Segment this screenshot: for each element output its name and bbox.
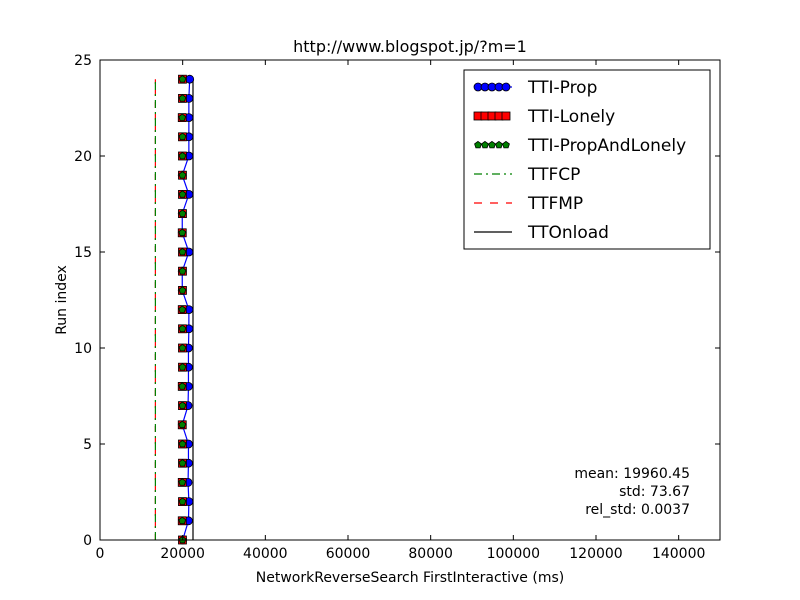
- y-tick-label: 10: [74, 341, 92, 357]
- stats-mean: mean: 19960.45: [574, 466, 690, 482]
- chart-title: http://www.blogspot.jp/?m=1: [293, 37, 527, 56]
- x-tick-label: 80000: [408, 546, 453, 562]
- data-point-tti-propandlonely: [178, 113, 187, 121]
- data-point-tti-propandlonely: [178, 228, 187, 237]
- data-point-tti-propandlonely: [178, 305, 187, 313]
- legend-marker: [495, 140, 503, 149]
- legend-marker: [502, 140, 510, 149]
- data-point-tti-propandlonely: [178, 343, 187, 352]
- legend-marker: [501, 82, 511, 92]
- y-tick-label: 15: [74, 245, 92, 261]
- legend-box: [463, 69, 711, 250]
- x-axis-label: NetworkReverseSearch FirstInteractive (m…: [256, 570, 564, 586]
- data-point-tti-propandlonely: [178, 209, 187, 217]
- y-axis: 0 5 10 15 20 25: [74, 53, 720, 549]
- x-tick-label: 0: [96, 546, 105, 562]
- x-axis: 0 20000 40000 60000 80000 100000 120000 140000: [96, 60, 705, 562]
- data-point-tti-propandlonely: [178, 324, 187, 333]
- legend-item-ttfcp: TTFCP: [474, 165, 580, 185]
- legend-marker: [481, 140, 489, 149]
- stats-rel-std: rel_std: 0.0037: [585, 502, 690, 518]
- legend-item-tti-lonely: TTI-Lonely: [473, 107, 615, 127]
- data-point-tti-propandlonely: [178, 439, 187, 448]
- data-point-tti-propandlonely: [178, 363, 187, 371]
- legend-item-ttfmp: TTFMP: [474, 194, 583, 214]
- legend-label: TTOnload: [527, 223, 609, 243]
- legend-marker: [501, 111, 511, 121]
- y-tick-label: 25: [74, 53, 92, 69]
- legend-label: TTI-Lonely: [527, 107, 615, 127]
- legend-item-ttonload: TTOnload: [474, 223, 609, 243]
- data-point-tti-prop: [185, 74, 195, 84]
- x-tick-label: 120000: [569, 546, 622, 562]
- legend-marker: [488, 140, 496, 149]
- x-tick-label: 60000: [326, 546, 371, 562]
- data-point-tti-propandlonely: [178, 132, 187, 141]
- data-point-tti-propandlonely: [178, 247, 187, 256]
- y-axis-label: Run index: [54, 265, 70, 335]
- series-tti-propandlonely: [178, 75, 187, 544]
- legend-label: TTI-Prop: [527, 78, 597, 98]
- data-point-tti-propandlonely: [178, 459, 187, 467]
- x-tick-label: 20000: [160, 546, 205, 562]
- data-point-tti-propandlonely: [178, 151, 187, 160]
- y-tick-label: 0: [83, 533, 92, 549]
- data-point-tti-propandlonely: [178, 401, 187, 409]
- data-point-tti-propandlonely: [178, 516, 187, 525]
- x-tick-label: 100000: [487, 546, 540, 562]
- data-point-tti-propandlonely: [178, 190, 187, 198]
- data-point-tti-propandlonely: [178, 478, 187, 486]
- plot-frame: [99, 59, 721, 541]
- legend-label: TTI-PropAndLonely: [527, 136, 686, 156]
- data-point-tti-propandlonely: [178, 382, 187, 390]
- data-point-tti-propandlonely: [178, 171, 187, 179]
- x-tick-label: 40000: [243, 546, 288, 562]
- legend-item-tti-propandlonely: TTI-PropAndLonely: [474, 136, 686, 156]
- legend-label: TTFMP: [527, 194, 583, 214]
- stats-annotation: mean: 19960.45 std: 73.67 rel_std: 0.003…: [574, 466, 690, 518]
- y-tick-label: 20: [74, 149, 92, 165]
- legend-label: TTFCP: [527, 165, 580, 185]
- stats-std: std: 73.67: [619, 484, 690, 500]
- data-point-tti-propandlonely: [178, 420, 187, 429]
- data-point-tti-propandlonely: [178, 497, 187, 505]
- x-tick-label: 140000: [652, 546, 705, 562]
- data-point-tti-propandlonely: [178, 267, 187, 275]
- plot-area: [154, 74, 195, 545]
- y-tick-label: 5: [83, 437, 92, 453]
- legend: TTI-Prop TTI-Lonely TTI-PropAndLonely TTFCP…: [463, 69, 711, 250]
- data-point-tti-propandlonely: [178, 75, 187, 83]
- legend-marker: [474, 140, 482, 149]
- legend-item-tti-prop: TTI-Prop: [473, 78, 597, 98]
- data-point-tti-propandlonely: [178, 94, 187, 102]
- data-point-tti-propandlonely: [178, 286, 187, 294]
